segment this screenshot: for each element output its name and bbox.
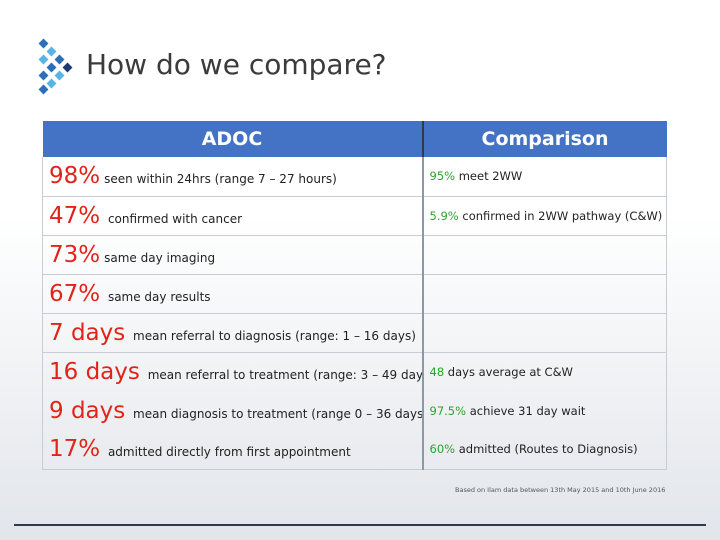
comparison-value: 5.9%: [429, 208, 459, 223]
comparison-cell: [421, 235, 667, 275]
metric-value: 16 days: [49, 358, 140, 385]
comparison-description: admitted (Routes to Diagnosis): [455, 442, 638, 457]
page-title: How do we compare?: [86, 48, 387, 81]
table-row: 67% same day results: [42, 274, 667, 314]
comparison-description: meet 2WW: [455, 169, 523, 184]
footnote: Based on Ilam data between 13th May 2015…: [455, 486, 666, 494]
comparison-cell: 60% admitted (Routes to Diagnosis): [421, 430, 667, 470]
table-row: 16 days mean referral to treatment (rang…: [42, 352, 667, 391]
comparison-value: 97.5%: [429, 403, 467, 418]
table-row: 98% seen within 24hrs (range 7 – 27 hours…: [42, 157, 667, 197]
comparison-cell: 95% meet 2WW: [421, 157, 667, 197]
comparison-cell: 5.9% confirmed in 2WW pathway (C&W): [421, 196, 667, 236]
header-adoc: ADOC: [42, 121, 423, 157]
table-row: 17% admitted directly from first appoint…: [42, 430, 667, 470]
comparison-cell: [421, 274, 667, 314]
adoc-cell: 73% same day imaging: [42, 235, 423, 275]
table-header-row: ADOC Comparison: [42, 121, 667, 157]
metric-value: 98%: [49, 163, 101, 190]
comparison-description: days average at C&W: [444, 364, 573, 379]
metric-description: seen within 24hrs (range 7 – 27 hours): [104, 172, 337, 187]
metric-description: same day results: [104, 289, 211, 304]
table-row: 7 days mean referral to diagnosis (range…: [42, 313, 667, 353]
metric-value: 7 days: [49, 319, 126, 346]
adoc-cell: 67% same day results: [42, 274, 423, 314]
comparison-cell: 48 days average at C&W: [421, 352, 667, 391]
bottom-divider: [14, 524, 706, 526]
adoc-cell: 98% seen within 24hrs (range 7 – 27 hours…: [42, 157, 423, 197]
table-row: 47% confirmed with cancer 5.9% confirmed…: [42, 196, 667, 236]
adoc-cell: 47% confirmed with cancer: [42, 196, 423, 236]
adoc-cell: 9 days mean diagnosis to treatment (rang…: [42, 391, 423, 430]
header-comparison: Comparison: [421, 121, 667, 157]
table-row: 9 days mean diagnosis to treatment (rang…: [42, 391, 667, 430]
metric-description: mean referral to diagnosis (range: 1 – 1…: [129, 328, 416, 343]
comparison-cell: [421, 313, 667, 353]
adoc-cell: 7 days mean referral to diagnosis (range…: [42, 313, 423, 353]
comparison-description: confirmed in 2WW pathway (C&W): [458, 208, 663, 223]
metric-value: 17%: [49, 436, 101, 463]
comparison-value: 60%: [429, 442, 456, 457]
comparison-value: 95%: [429, 169, 456, 184]
adoc-cell: 16 days mean referral to treatment (rang…: [42, 352, 423, 391]
comparison-cell: 97.5% achieve 31 day wait: [421, 391, 667, 430]
metric-value: 47%: [49, 202, 101, 229]
comparison-table: ADOC Comparison 98% seen within 24hrs (ra…: [42, 121, 667, 470]
metric-value: 9 days: [49, 397, 126, 424]
table-row: 73% same day imaging: [42, 235, 667, 275]
logo-icon: [38, 38, 73, 95]
metric-value: 67%: [49, 280, 101, 307]
metric-description: mean referral to treatment (range: 3 – 4…: [143, 367, 423, 382]
metric-value: 73%: [49, 241, 101, 268]
metric-description: confirmed with cancer: [104, 211, 243, 226]
metric-description: mean diagnosis to treatment (range 0 – 3…: [129, 406, 423, 421]
comparison-value: 48: [429, 364, 445, 379]
metric-description: admitted directly from first appointment: [104, 445, 351, 460]
comparison-description: achieve 31 day wait: [466, 403, 586, 418]
metric-description: same day imaging: [104, 250, 216, 265]
adoc-cell: 17% admitted directly from first appoint…: [42, 430, 423, 470]
